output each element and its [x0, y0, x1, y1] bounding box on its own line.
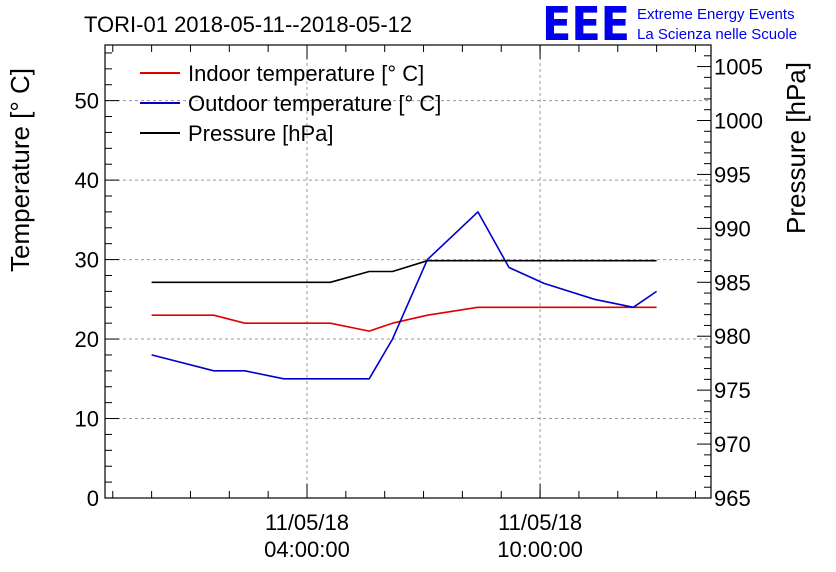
- y2-tick-label: 965: [714, 486, 751, 511]
- y2-tick-label: 1000: [714, 109, 763, 134]
- x-tick-label-time: 10:00:00: [497, 537, 583, 562]
- y2-tick-label: 985: [714, 270, 751, 295]
- y-tick-label: 20: [75, 327, 99, 352]
- y-tick-label: 40: [75, 168, 99, 193]
- y2-tick-label: 970: [714, 432, 751, 457]
- y2-tick-label: 990: [714, 216, 751, 241]
- y-tick-label: 10: [75, 407, 99, 432]
- y2-tick-label: 975: [714, 378, 751, 403]
- chart-title: TORI-01 2018-05-11--2018-05-12: [84, 12, 412, 37]
- y-tick-label: 0: [87, 486, 99, 511]
- legend-pressure-label: Pressure [hPa]: [188, 121, 334, 146]
- outdoor-temperature-line: [151, 211, 658, 380]
- y2-tick-label: 980: [714, 324, 751, 349]
- series-group: [151, 211, 658, 380]
- y-tick-label: 30: [75, 248, 99, 273]
- logo-line-1: Extreme Energy Events: [637, 6, 795, 23]
- y2-axis-label: Pressure [hPa]: [781, 62, 811, 234]
- pressure-line: [151, 259, 657, 284]
- y2-tick-label: 1005: [714, 55, 763, 80]
- y-tick-label: 50: [75, 89, 99, 114]
- axes-group: 0 10 20 30 40 50 965 970 975 980 985 990 995 1000 1005…: [75, 44, 763, 562]
- legend-outdoor-label: Outdoor temperature [° C]: [188, 91, 441, 116]
- x-tick-label-date: 11/05/18: [265, 510, 349, 535]
- indoor-temperature-line: [151, 306, 657, 332]
- y2-tick-label: 995: [714, 162, 751, 187]
- y-axis-label: Temperature [° C]: [5, 68, 35, 272]
- legend: Indoor temperature [° C] Outdoor tempera…: [140, 61, 441, 146]
- legend-indoor-label: Indoor temperature [° C]: [188, 61, 424, 86]
- x-tick-label-date: 11/05/18: [498, 510, 582, 535]
- grid-lines: [105, 45, 711, 498]
- x-tick-label-time: 04:00:00: [264, 537, 350, 562]
- logo-line-2: La Scienza nelle Scuole: [637, 26, 797, 43]
- eee-logo: EEE Extreme Energy Events La Scienza nel…: [542, 0, 797, 51]
- eee-logo-mark: EEE: [542, 0, 630, 51]
